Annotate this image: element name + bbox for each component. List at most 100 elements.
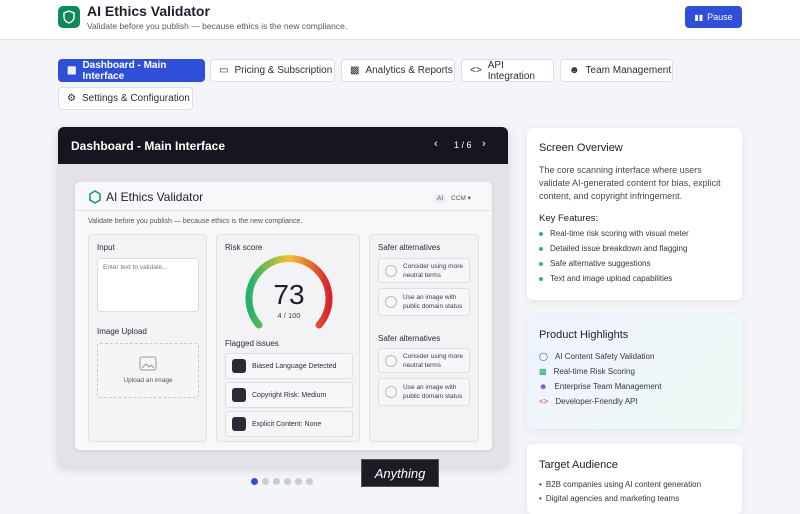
highlight: ☻ Enterprise Team Management xyxy=(539,382,662,391)
page-indicator: 1 / 6 xyxy=(454,140,472,150)
upload-box[interactable]: Upload an image xyxy=(97,343,199,398)
tab[interactable]: ▩ Analytics & Reports xyxy=(341,59,455,82)
highlight-text: Enterprise Team Management xyxy=(554,382,662,391)
upload-label: Image Upload xyxy=(97,327,147,336)
logo xyxy=(58,6,80,28)
highlight: <> Developer-Friendly API xyxy=(539,397,638,406)
tab-label: Dashboard - Main Interface xyxy=(82,59,167,82)
risk-gauge xyxy=(245,255,333,329)
input-label: Input xyxy=(97,243,115,252)
alternative-text: Consider using more neutral terms xyxy=(403,262,463,279)
card-title: Product Highlights xyxy=(539,329,629,341)
app-subtitle: Validate before you publish — because et… xyxy=(87,21,348,31)
card-title: Target Audience xyxy=(539,459,618,471)
alternative-text: Use an image with public domain status xyxy=(403,294,463,310)
tab[interactable]: <> API Integration xyxy=(461,59,554,82)
feature-text: Detailed issue breakdown and flagging xyxy=(550,244,688,253)
dot[interactable] xyxy=(262,478,269,485)
tab[interactable]: ▩ Dashboard - Main Interface xyxy=(58,59,205,82)
card-title: Screen Overview xyxy=(539,142,623,154)
feature: Detailed issue breakdown and flagging xyxy=(539,244,689,253)
audience-card: Target Audience • B2B companies using AI … xyxy=(527,444,742,514)
highlights-card: Product Highlights ◯ AI Content Safety Va… xyxy=(527,315,742,429)
mock-menu-label: CCM xyxy=(451,195,466,202)
highlight-text: AI Content Safety Validation xyxy=(554,352,655,361)
pause-label: Pause xyxy=(707,12,733,22)
dot[interactable] xyxy=(273,478,280,485)
features-heading: Key Features: xyxy=(539,213,599,224)
tab[interactable]: ☻ Team Management xyxy=(560,59,673,82)
input-column: Input Enter text to validate... Image Up… xyxy=(88,234,207,442)
mock-menu[interactable]: CCM ▾ xyxy=(451,195,471,202)
prev-button[interactable]: ‹ xyxy=(434,138,438,150)
alternatives-column: Safer alternatives Consider using more n… xyxy=(369,234,479,442)
tab[interactable]: ⚙ Settings & Configuration xyxy=(58,87,193,110)
flag-text: Explicit Content: None xyxy=(252,420,322,428)
flag-text: Biased Language Detected xyxy=(252,362,337,370)
flag-item: Copyright Risk: Medium xyxy=(225,382,353,408)
feature-list: Real-time risk scoring with visual meter… xyxy=(539,229,689,283)
mock-app: AI Ethics Validator AI CCM ▾ Validate be… xyxy=(75,182,492,450)
flag-item: Biased Language Detected xyxy=(225,353,353,379)
top-bar: AI Ethics Validator Validate before you … xyxy=(0,0,800,40)
audience-list: • B2B companies using AI content generati… xyxy=(539,480,701,503)
audience-item: • B2B companies using AI content generati… xyxy=(539,480,702,489)
overview-card: Screen Overview The core scanning interf… xyxy=(527,128,742,300)
feature: Safe alternative suggestions xyxy=(539,259,689,268)
image-icon xyxy=(139,356,157,371)
tab-label: Settings & Configuration xyxy=(81,93,190,104)
text-input[interactable]: Enter text to validate... xyxy=(97,258,199,312)
highlight: ▩ Real-time Risk Scoring xyxy=(539,367,635,376)
feature-text: Safe alternative suggestions xyxy=(550,259,651,268)
audience-item: • Digital agencies and marketing teams xyxy=(539,494,680,503)
alternative: Consider using more neutral terms xyxy=(378,348,470,373)
alternative-text: Consider using more neutral terms xyxy=(403,352,463,369)
tab-label: API Integration xyxy=(487,59,535,82)
alternative: Use an image with public domain status xyxy=(378,378,470,406)
mock-badge: AI xyxy=(435,194,446,203)
divider xyxy=(75,210,492,211)
feature: Text and image upload capabilities xyxy=(539,274,689,283)
carousel-title: Dashboard - Main Interface xyxy=(71,139,226,153)
risk-column: Risk score 73 4 / 100 Flagged issues Bia… xyxy=(216,234,360,442)
upload-text: Upload an image xyxy=(123,377,173,384)
alternative-text: Use an image with public domain status xyxy=(403,384,463,400)
mock-subtitle: Validate before you publish — because et… xyxy=(88,218,303,225)
flagged-label: Flagged issues xyxy=(225,339,279,348)
tab-label: Team Management xyxy=(585,65,672,76)
audience-text: B2B companies using AI content generatio… xyxy=(545,480,702,489)
dot[interactable] xyxy=(284,478,291,485)
risk-sub: 4 / 100 xyxy=(277,311,301,320)
feature-text: Text and image upload capabilities xyxy=(550,274,673,283)
highlight-text: Developer-Friendly API xyxy=(555,397,638,406)
highlight-list: ◯ AI Content Safety Validation ▩ Real-time… xyxy=(539,352,661,406)
alternative: Consider using more neutral terms xyxy=(378,258,470,283)
dot[interactable] xyxy=(251,478,258,485)
audience-text: Digital agencies and marketing teams xyxy=(545,494,680,503)
mock-title: AI Ethics Validator xyxy=(106,190,204,204)
highlight-text: Real-time Risk Scoring xyxy=(553,367,635,376)
carousel-dots xyxy=(251,478,313,485)
tab-label: Pricing & Subscription xyxy=(234,65,333,76)
watermark: Anything xyxy=(361,459,439,487)
tab[interactable]: ▭ Pricing & Subscription xyxy=(210,59,335,82)
feature: Real-time risk scoring with visual meter xyxy=(539,229,689,238)
dot[interactable] xyxy=(306,478,313,485)
app-title: AI Ethics Validator xyxy=(87,3,210,19)
alternative: Use an image with public domain status xyxy=(378,288,470,316)
alternatives-title: Safer alternatives xyxy=(378,334,441,343)
risk-score: 73 xyxy=(273,279,305,310)
tab-label: Analytics & Reports xyxy=(365,65,453,76)
flag-item: Explicit Content: None xyxy=(225,411,353,437)
feature-text: Real-time risk scoring with visual meter xyxy=(550,229,689,238)
next-button[interactable]: › xyxy=(482,138,486,150)
mock-logo xyxy=(89,190,101,204)
dot[interactable] xyxy=(295,478,302,485)
alternatives-title: Safer alternatives xyxy=(378,243,441,252)
pause-button[interactable]: ▮▮ Pause xyxy=(685,6,742,28)
highlight: ◯ AI Content Safety Validation xyxy=(539,352,655,361)
placeholder: Enter text to validate... xyxy=(103,264,168,271)
carousel-header: Dashboard - Main Interface ‹ 1 / 6 › xyxy=(58,127,508,164)
